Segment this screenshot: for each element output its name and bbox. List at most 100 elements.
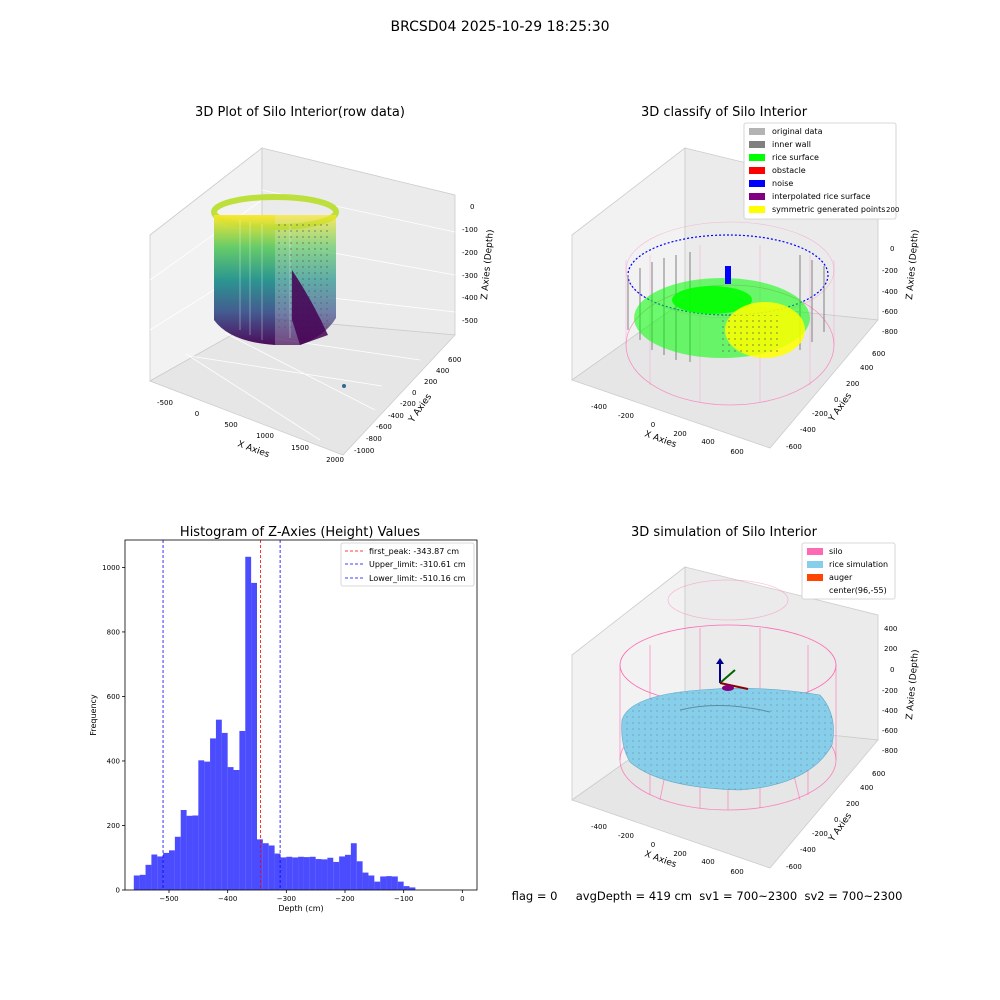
histogram-bar — [262, 843, 269, 890]
raw-xtick: 500 — [224, 421, 237, 429]
panel-classify-3d: 3D classify of Silo Interior original da… — [571, 105, 921, 456]
histogram-bar — [327, 857, 334, 890]
sim-xtick: -200 — [618, 832, 634, 840]
raw-ytick: -400 — [388, 412, 404, 420]
classify-xtick: -400 — [591, 403, 607, 411]
histogram-bar — [403, 886, 410, 890]
simulation-auger — [716, 658, 749, 691]
classify-xtick: 400 — [701, 438, 714, 446]
histogram-yticks: 0 200 400 600 800 1000 — [102, 564, 125, 895]
legend-interpolated: interpolated rice surface — [772, 192, 870, 201]
histogram-vlines — [162, 540, 281, 890]
histogram-bar — [204, 761, 211, 890]
sim-ylabel: Y Axies — [827, 811, 855, 844]
histogram-bar — [268, 845, 275, 890]
sim-ytick: -600 — [786, 863, 802, 871]
histogram-bar — [139, 874, 146, 890]
raw-panel-title: 3D Plot of Silo Interior(row data) — [195, 105, 405, 120]
sim-xtick: 600 — [730, 868, 743, 876]
classify-ytick: -400 — [800, 426, 816, 434]
legend-first-peak: first_peak: -343.87 cm — [369, 547, 459, 556]
histogram-ytick-label: 1000 — [102, 564, 120, 572]
histogram-ylabel: Frequency — [89, 694, 98, 736]
histogram-xtick-label: −500 — [159, 895, 178, 903]
sim-ytick: 400 — [860, 784, 873, 792]
raw-ytick: -200 — [400, 400, 416, 408]
legend-inner-wall: inner wall — [772, 140, 811, 149]
classify-ztick: -600 — [882, 308, 898, 316]
classify-panel-title: 3D classify of Silo Interior — [641, 105, 808, 120]
histogram-bar — [345, 854, 351, 890]
histogram-bar — [239, 730, 246, 890]
raw-xtick: 2000 — [326, 456, 344, 464]
classify-xtick: -200 — [618, 412, 634, 420]
sim-ytick: 0 — [834, 816, 838, 824]
legend-original-data: original data — [772, 127, 823, 136]
legend-rice-surface: rice surface — [772, 153, 819, 162]
histogram-xlabel: Depth (cm) — [278, 904, 323, 913]
sim-xtick: 400 — [701, 858, 714, 866]
histogram-bar — [397, 881, 404, 890]
legend-center: center(96,-55) — [829, 586, 887, 595]
classify-ztick: -200 — [882, 267, 898, 275]
sim-xtick: 200 — [673, 850, 686, 858]
raw-xtick: 1000 — [256, 432, 274, 440]
raw-ztick: 0 — [470, 203, 474, 211]
histogram-ytick-label: 400 — [107, 757, 120, 765]
sim-ztick: -200 — [882, 687, 898, 695]
panel-histogram: Histogram of Z-Axies (Height) Values −50… — [89, 525, 478, 913]
classify-legend: original data inner wall rice surface ob… — [743, 122, 897, 220]
classify-ytick: 0 — [834, 396, 838, 404]
histogram-bar — [292, 857, 299, 890]
histogram-bar — [274, 853, 281, 890]
status-line: flag = 0 avgDepth = 419 cm sv1 = 700~230… — [512, 889, 903, 903]
histogram-bar — [174, 836, 181, 890]
histogram-bar — [157, 856, 164, 890]
sim-ztick: -800 — [882, 747, 898, 755]
classify-ytick: -200 — [812, 410, 828, 418]
histogram-legend: first_peak: -343.87 cm Upper_limit: -310… — [340, 542, 475, 587]
legend-rice-simulation: rice simulation — [829, 560, 888, 569]
histogram-bar — [186, 815, 193, 890]
sim-ztick: -400 — [882, 707, 898, 715]
simulation-legend: silo rice simulation auger center(96,-55… — [801, 542, 896, 600]
histogram-bar — [409, 887, 416, 890]
classify-ztick: -800 — [882, 328, 898, 336]
histogram-ytick-label: 0 — [116, 887, 120, 895]
histogram-bar — [315, 859, 322, 890]
histogram-bar — [374, 881, 381, 890]
raw-ylabel: Y Axies — [407, 392, 435, 425]
histogram-bar — [257, 839, 263, 890]
histogram-axes-frame — [124, 539, 478, 891]
histogram-bar — [386, 876, 392, 890]
classify-ytick: 200 — [846, 380, 859, 388]
panel-simulation-3d: 3D simulation of Silo Interior — [571, 525, 921, 876]
histogram-bar — [333, 861, 340, 890]
raw-ztick: -100 — [462, 226, 478, 234]
classify-point-cloud — [625, 221, 835, 406]
sim-ztick: -600 — [882, 727, 898, 735]
sim-ytick: 200 — [846, 800, 859, 808]
raw-point-cloud — [211, 194, 346, 388]
simulation-rice-surface — [621, 688, 834, 791]
histogram-ytick-label: 800 — [107, 628, 120, 636]
legend-upper-limit: Upper_limit: -310.61 cm — [369, 560, 466, 569]
classify-xtick: 200 — [673, 430, 686, 438]
histogram-bar — [163, 852, 169, 890]
histogram-bar — [169, 850, 175, 890]
raw-ztick: -300 — [462, 272, 478, 280]
classify-ytick: 600 — [872, 350, 885, 358]
legend-noise: noise — [772, 179, 793, 188]
raw-ytick: 0 — [412, 389, 416, 397]
sim-ytick: -400 — [800, 846, 816, 854]
legend-symmetric: symmetric generated points — [772, 205, 885, 214]
histogram-xtick-label: −400 — [218, 895, 237, 903]
classify-ztick: 200 — [886, 206, 899, 214]
histogram-bar — [233, 770, 240, 890]
legend-auger: auger — [829, 573, 853, 582]
raw-ytick: 600 — [448, 356, 461, 364]
histogram-ytick-label: 200 — [107, 822, 120, 830]
raw-xtick: -500 — [157, 399, 173, 407]
raw-ztick: -400 — [462, 294, 478, 302]
figure-title: BRCSD04 2025-10-29 18:25:30 — [390, 19, 609, 35]
